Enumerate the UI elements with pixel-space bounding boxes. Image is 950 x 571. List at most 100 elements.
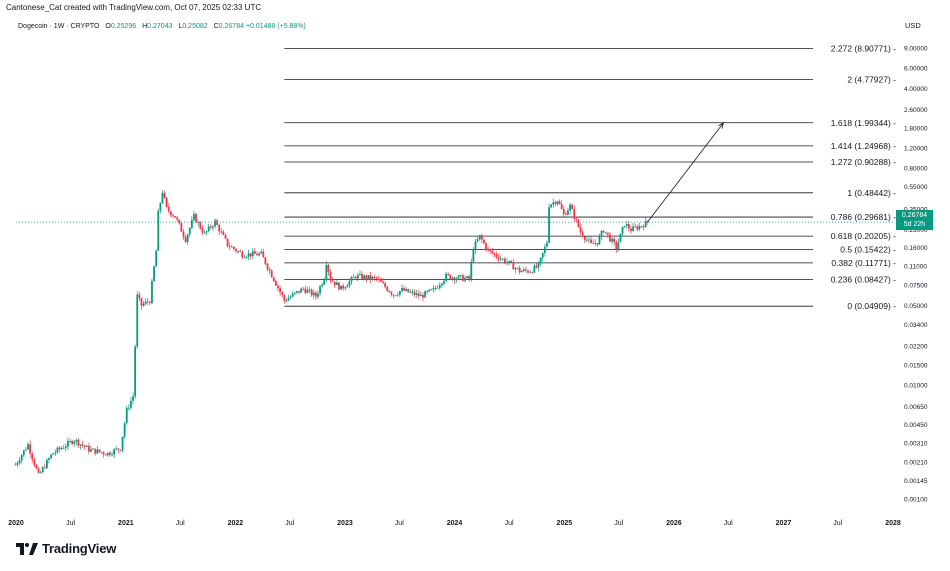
candle-body bbox=[117, 448, 120, 450]
candle-body bbox=[377, 278, 380, 280]
candle-body bbox=[428, 289, 431, 292]
candle-body bbox=[462, 275, 464, 281]
candle-body bbox=[388, 290, 391, 293]
candle-body bbox=[514, 268, 517, 270]
y-tick-label: 0.00310 bbox=[904, 440, 928, 447]
candle-body bbox=[346, 285, 349, 288]
candle-body bbox=[499, 258, 502, 260]
candle-body bbox=[20, 455, 23, 461]
x-tick-label: 2023 bbox=[337, 520, 353, 527]
candle-body bbox=[153, 266, 155, 282]
candle-body bbox=[245, 256, 248, 258]
candle-body bbox=[243, 257, 246, 259]
bar-countdown: 5d 22h bbox=[903, 221, 926, 228]
candle-body bbox=[178, 219, 181, 224]
x-tick-label: 2024 bbox=[447, 520, 463, 527]
candle-body bbox=[550, 204, 553, 208]
candle-body bbox=[247, 253, 250, 257]
candle-body bbox=[457, 275, 460, 279]
candle-body bbox=[480, 235, 483, 240]
candle-body bbox=[581, 232, 584, 237]
candle-body bbox=[434, 287, 437, 289]
candle-body bbox=[483, 239, 485, 244]
candle-body bbox=[224, 234, 227, 239]
x-tick-label: 2025 bbox=[557, 520, 573, 527]
candle-body bbox=[321, 284, 324, 287]
candle-body bbox=[209, 226, 212, 228]
candle-body bbox=[474, 241, 477, 251]
candle-body bbox=[552, 202, 555, 205]
candle-body bbox=[510, 260, 513, 263]
candle-body bbox=[363, 275, 366, 279]
candle-body bbox=[300, 288, 303, 293]
fib-level-label: 1 (0.48442) - bbox=[847, 188, 896, 198]
change-value: +0.01488 (+5.88%) bbox=[245, 23, 306, 30]
candle-body bbox=[516, 267, 519, 269]
candle-body bbox=[382, 281, 384, 284]
candle-body bbox=[277, 285, 279, 289]
candle-body bbox=[543, 246, 546, 253]
candle-body bbox=[617, 242, 620, 250]
candle-body bbox=[39, 472, 42, 473]
candle-body bbox=[354, 276, 357, 279]
candle-body bbox=[615, 242, 618, 250]
x-tick-label: Jul bbox=[505, 520, 514, 527]
candle-body bbox=[411, 291, 414, 293]
candle-body bbox=[371, 276, 374, 280]
brand-name: TradingView bbox=[42, 541, 117, 556]
candle-body bbox=[600, 230, 603, 237]
y-tick-label: 0.02200 bbox=[904, 343, 928, 350]
candle-body bbox=[58, 447, 61, 450]
candle-body bbox=[132, 396, 134, 401]
candle-body bbox=[323, 279, 326, 285]
candle-body bbox=[506, 262, 508, 263]
candle-body bbox=[155, 250, 158, 267]
tradingview-brand[interactable]: TradingView bbox=[16, 541, 116, 556]
candle-body bbox=[176, 217, 179, 220]
candle-body bbox=[113, 449, 116, 455]
open-value: 0.25296 bbox=[110, 23, 137, 30]
candle-body bbox=[256, 253, 258, 256]
candle-body bbox=[632, 226, 634, 232]
candle-body bbox=[466, 276, 469, 278]
candle-body bbox=[159, 202, 162, 211]
candle-body bbox=[436, 287, 439, 289]
candle-body bbox=[287, 298, 290, 301]
candle-body bbox=[644, 220, 647, 228]
candle-body bbox=[258, 253, 261, 256]
fib-level-label: 0.5 (0.15422) - bbox=[840, 244, 896, 254]
candle-body bbox=[455, 278, 458, 281]
candle-body bbox=[302, 288, 305, 290]
candle-body bbox=[83, 445, 86, 447]
y-tick-label: 0.00450 bbox=[904, 422, 928, 429]
candle-body bbox=[18, 460, 21, 463]
candle-body bbox=[558, 201, 561, 204]
fib-level-label: 0 (0.04909) - bbox=[847, 301, 896, 311]
candle-body bbox=[251, 251, 254, 257]
y-tick-label: 2.60000 bbox=[904, 107, 928, 114]
candle-body bbox=[638, 226, 641, 230]
candle-body bbox=[289, 296, 292, 299]
candle-body bbox=[279, 288, 282, 293]
fib-level-label: 0.382 (0.11771) - bbox=[831, 258, 896, 268]
candle-body bbox=[216, 220, 218, 225]
candle-body bbox=[407, 288, 410, 293]
candle-body bbox=[520, 271, 523, 273]
candle-body bbox=[409, 291, 412, 293]
candle-body bbox=[338, 282, 340, 290]
y-tick-label: 0.00100 bbox=[904, 496, 928, 503]
candle-body bbox=[333, 281, 336, 286]
y-tick-label: 0.11000 bbox=[904, 264, 927, 271]
candle-body bbox=[264, 257, 267, 265]
candle-body bbox=[151, 281, 153, 304]
candle-body bbox=[138, 294, 141, 298]
candle-body bbox=[405, 288, 408, 291]
candle-body bbox=[31, 453, 34, 460]
candle-body bbox=[310, 289, 313, 296]
candle-body bbox=[46, 459, 48, 469]
fib-level-label: 0.236 (0.08427) - bbox=[831, 274, 896, 284]
candle-body bbox=[478, 235, 481, 240]
candle-body bbox=[266, 264, 269, 270]
candle-body bbox=[249, 253, 252, 257]
